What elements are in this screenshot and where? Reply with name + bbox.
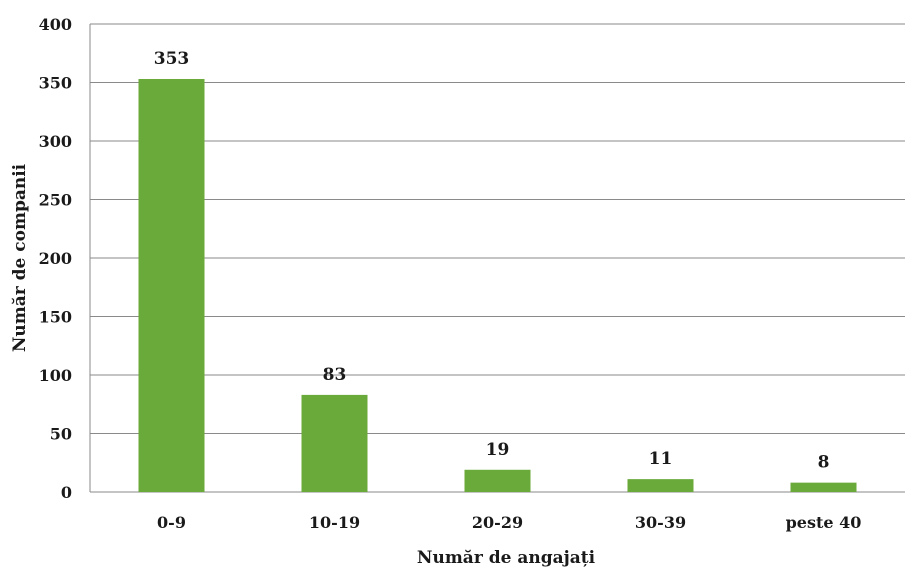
data-label: 83 — [323, 365, 347, 385]
bar — [464, 469, 531, 492]
x-tick-label: 20-29 — [472, 513, 523, 532]
y-tick-label: 350 — [39, 74, 72, 93]
bar — [790, 482, 857, 492]
x-axis-title: Număr de angajați — [417, 548, 596, 568]
x-tick-label: 0-9 — [157, 513, 186, 532]
x-tick-label: 10-19 — [309, 513, 360, 532]
y-tick-label: 400 — [39, 15, 72, 34]
data-label: 19 — [486, 440, 510, 460]
y-axis-title: Număr de companii — [10, 163, 30, 352]
x-tick-label: 30-39 — [635, 513, 686, 532]
x-axis-ticks: 0-9 10-19 20-29 30-39 peste 40 — [157, 513, 861, 532]
y-tick-label: 100 — [39, 366, 72, 385]
data-label: 11 — [649, 449, 673, 469]
gridlines — [89, 23, 905, 493]
y-tick-label: 50 — [50, 425, 72, 444]
data-label: 8 — [818, 453, 830, 473]
bar — [627, 479, 694, 492]
x-tick-label: peste 40 — [786, 513, 862, 532]
y-tick-label: 200 — [39, 249, 72, 268]
bar — [138, 78, 205, 493]
y-tick-label: 250 — [39, 191, 72, 210]
y-tick-label: 150 — [39, 308, 72, 327]
y-tick-label: 300 — [39, 132, 72, 151]
y-axis-ticks: 0 50 100 150 200 250 300 350 400 — [39, 15, 72, 502]
bars — [138, 78, 857, 493]
data-labels: 353 83 19 11 8 — [154, 49, 830, 473]
bar — [301, 394, 368, 492]
data-label: 353 — [154, 49, 190, 69]
y-tick-label: 0 — [61, 483, 72, 502]
